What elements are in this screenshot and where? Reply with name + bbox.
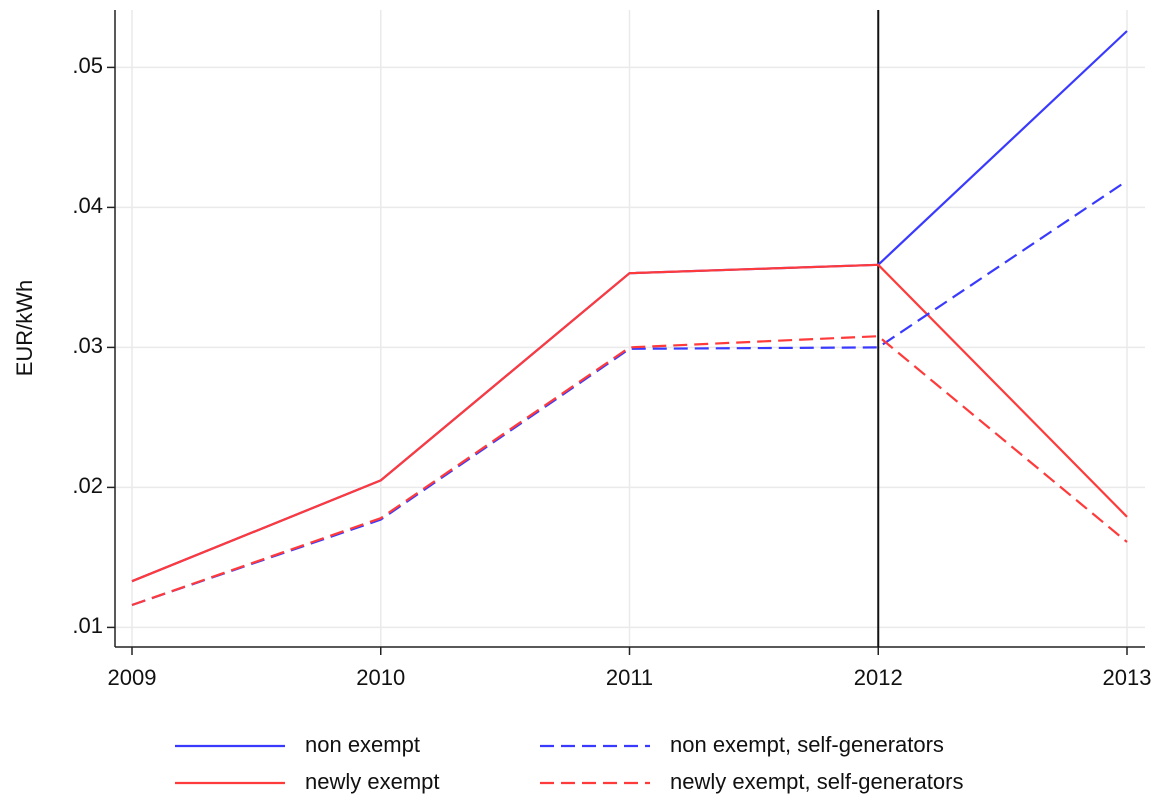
y-axis-label: EUR/kWh (12, 280, 37, 377)
x-tick-label: 2011 (606, 665, 653, 690)
x-tick-label: 2013 (1103, 665, 1152, 690)
x-tick-label: 2012 (854, 665, 903, 690)
legend-label: newly exempt (305, 769, 440, 794)
x-tick-label: 2009 (108, 665, 157, 690)
x-tick-label: 2010 (356, 665, 405, 690)
y-tick-label: .05 (72, 53, 103, 78)
y-tick-label: .03 (72, 333, 103, 358)
series-line (131, 263, 1128, 583)
legend-label: newly exempt, self-generators (670, 769, 963, 794)
series-line (131, 335, 1128, 607)
legend-label: non exempt (305, 732, 420, 757)
y-tick-label: .01 (72, 613, 103, 638)
y-tick-label: .04 (72, 193, 103, 218)
y-tick-label: .02 (72, 473, 103, 498)
legend-label: non exempt, self-generators (670, 732, 944, 757)
